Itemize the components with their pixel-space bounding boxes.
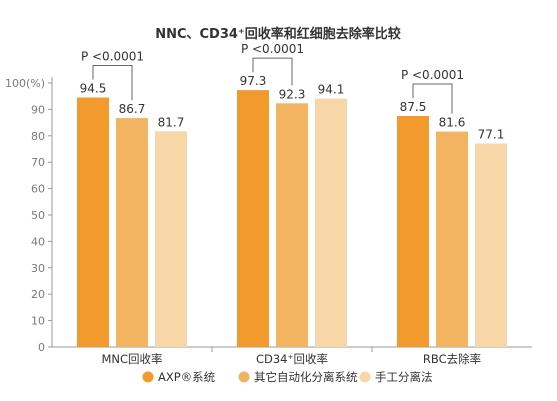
significance-bracket — [252, 57, 293, 86]
bar — [155, 131, 187, 347]
annotations-layer: P <0.0001 P <0.0001 P <0.0001 — [81, 42, 464, 114]
y-tick-label: 60 — [31, 183, 45, 196]
bar-value-label: 81.6 — [439, 116, 466, 130]
legend-swatch — [142, 371, 154, 383]
p-value-label: P <0.0001 — [81, 50, 144, 64]
legend-label: AXP®系统 — [158, 370, 216, 384]
bar-value-label: 86.7 — [119, 102, 146, 116]
y-tick-label: 10 — [31, 315, 45, 328]
significance-bracket — [92, 65, 133, 101]
bar — [315, 98, 347, 348]
data-labels-layer: 94.5 86.7 81.7 97.3 92.3 94.1 87.5 81.6 77.1 — [80, 74, 505, 141]
x-category-label: MNC回收率 — [101, 352, 162, 366]
bar-value-label: 94.5 — [80, 82, 107, 96]
bar — [276, 103, 308, 347]
bar — [397, 116, 429, 347]
p-value-label: P <0.0001 — [241, 42, 304, 56]
significance-bracket — [412, 83, 453, 114]
y-tick-label: 20 — [31, 288, 45, 301]
bar — [475, 143, 507, 347]
legend-swatch — [359, 371, 371, 383]
y-tick-label: 100(%) — [5, 77, 45, 90]
legend-label: 其它自动化分离系统 — [254, 370, 358, 384]
chart-title: NNC、CD34⁺回收率和红细胞去除率比较 — [155, 26, 401, 42]
bar-value-label: 81.7 — [158, 115, 185, 129]
legend-swatch — [238, 371, 250, 383]
y-tick-label: 50 — [31, 209, 45, 222]
y-tick-label: 80 — [31, 130, 45, 143]
y-tick-label: 70 — [31, 156, 45, 169]
bar-value-label: 97.3 — [240, 74, 267, 88]
bar-value-label: 92.3 — [279, 87, 306, 101]
bar-value-label: 77.1 — [478, 127, 505, 141]
y-tick-label: 90 — [31, 103, 45, 116]
axis-layer: 0 10 20 30 40 50 60 70 80 90 100(%) MNC回收率 CD34⁺回收率 R… — [5, 77, 532, 366]
bar — [436, 131, 468, 347]
bar-value-label: 94.1 — [318, 83, 345, 97]
bar — [116, 118, 148, 347]
x-category-label: CD34⁺回收率 — [256, 352, 328, 366]
bar-value-label: 87.5 — [400, 100, 427, 114]
bar — [77, 97, 109, 348]
bar — [237, 90, 269, 348]
bars-layer — [77, 90, 507, 348]
y-tick-label: 40 — [31, 235, 45, 248]
legend-label: 手工分离法 — [375, 370, 433, 384]
x-category-label: RBC去除率 — [423, 352, 481, 366]
y-tick-label: 30 — [31, 262, 45, 275]
legend: AXP®系统 其它自动化分离系统 手工分离法 — [142, 370, 433, 384]
y-tick-label: 0 — [38, 341, 45, 354]
p-value-label: P <0.0001 — [401, 68, 464, 82]
